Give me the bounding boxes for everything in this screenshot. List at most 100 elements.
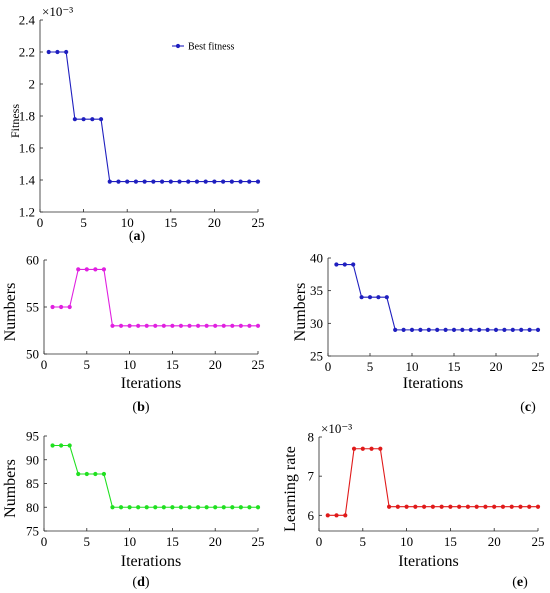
x-tick-label: 25 xyxy=(252,357,265,372)
data-point xyxy=(161,505,166,510)
data-point xyxy=(492,504,497,509)
x-tick-label: 5 xyxy=(84,357,91,372)
data-point xyxy=(186,179,191,184)
data-point xyxy=(360,446,365,451)
y-tick-label: 7 xyxy=(308,469,315,484)
data-point xyxy=(136,505,141,510)
data-point xyxy=(81,117,86,122)
data-point xyxy=(369,446,374,451)
data-point xyxy=(247,323,252,328)
legend-marker xyxy=(175,43,181,49)
data-point xyxy=(127,505,132,510)
data-point xyxy=(255,323,261,328)
data-point xyxy=(144,323,149,328)
y-tick-label: 90 xyxy=(26,452,39,467)
y-tick-label: 25 xyxy=(310,349,323,364)
x-tick-label: 20 xyxy=(209,357,222,372)
data-point xyxy=(465,504,471,509)
data-point xyxy=(426,327,431,332)
y-tick-label: 80 xyxy=(26,500,39,515)
data-point xyxy=(118,323,124,328)
data-point xyxy=(187,505,192,510)
data-point xyxy=(110,505,115,510)
data-point xyxy=(213,323,218,328)
data-point xyxy=(519,327,524,332)
y-axis-label: Numbers xyxy=(2,459,19,518)
chart-panel-a: 0 5 10 15 20 25 1.2 1.4 1.6 1.8 2 2.2 2.4 ×10⁻³ Fitnes… xyxy=(8,4,265,244)
y-tick-label: 2 xyxy=(29,77,36,92)
data-point xyxy=(168,179,173,184)
x-axis-label: Iterations xyxy=(121,553,181,570)
data-point xyxy=(247,505,252,510)
data-point xyxy=(413,504,418,509)
data-point xyxy=(509,504,514,509)
y-tick-label: 75 xyxy=(26,524,39,539)
data-point xyxy=(98,117,104,122)
data-point xyxy=(468,327,473,332)
data-point xyxy=(457,504,462,509)
data-point xyxy=(502,327,507,332)
data-point xyxy=(195,323,201,328)
data-point xyxy=(422,504,427,509)
panel-label: (a) xyxy=(129,229,146,244)
y-tick-label: 60 xyxy=(26,253,39,268)
data-point xyxy=(59,443,64,448)
data-point xyxy=(107,179,112,184)
data-point xyxy=(477,327,482,332)
data-point xyxy=(230,323,235,328)
data-point xyxy=(93,471,98,477)
data-point xyxy=(118,505,124,510)
data-point xyxy=(351,446,357,451)
data-point xyxy=(384,295,389,300)
x-tick-label: 5 xyxy=(360,534,367,549)
y-tick-label: 2.2 xyxy=(19,45,35,60)
x-axis-label: Iterations xyxy=(121,375,181,392)
data-point xyxy=(460,327,465,332)
data-point xyxy=(493,327,499,332)
x-tick-label: 0 xyxy=(325,359,332,374)
panel-label: (b) xyxy=(132,400,149,415)
panel-label: (e) xyxy=(512,575,528,590)
x-tick-label: 25 xyxy=(252,534,265,549)
data-point xyxy=(204,505,209,510)
x-tick-label: 0 xyxy=(41,534,48,549)
y-axis-label: Numbers xyxy=(292,283,309,342)
axis-exponent-label: ×10⁻³ xyxy=(321,421,352,436)
data-point xyxy=(178,323,184,328)
data-point xyxy=(518,504,523,509)
data-point xyxy=(76,267,81,272)
y-axis-label: Learning rate xyxy=(282,446,299,532)
x-tick-label: 0 xyxy=(41,357,48,372)
x-tick-label: 5 xyxy=(367,359,374,374)
data-point xyxy=(101,471,107,477)
data-point xyxy=(500,504,506,509)
data-point xyxy=(255,505,261,510)
y-tick-label: 95 xyxy=(26,429,39,444)
y-tick-label: 85 xyxy=(26,476,39,491)
data-point xyxy=(376,295,381,300)
data-point xyxy=(170,505,175,510)
data-point xyxy=(213,505,218,510)
data-point xyxy=(393,327,398,332)
data-point xyxy=(151,179,156,184)
y-axis-label: Fitness xyxy=(8,104,22,138)
data-point xyxy=(178,505,184,510)
data-point xyxy=(238,505,243,510)
data-point xyxy=(483,504,488,509)
y-tick-label: 8 xyxy=(308,430,315,445)
data-point xyxy=(84,267,89,272)
data-point xyxy=(203,179,208,184)
data-point xyxy=(229,179,234,184)
data-point xyxy=(64,49,69,55)
data-point xyxy=(451,327,457,332)
data-point xyxy=(334,513,339,518)
data-point xyxy=(386,504,392,509)
y-tick-label: 1.2 xyxy=(19,205,35,220)
chart-panel-b: 0 5 10 15 20 25 50 55 60 Numbers Iterations (b) xyxy=(2,253,265,416)
data-point xyxy=(342,262,347,267)
data-point xyxy=(194,179,200,184)
data-point xyxy=(221,323,226,328)
x-tick-label: 5 xyxy=(80,215,87,230)
chart-panel-d: 0 5 10 15 20 25 75 80 85 90 95 Numbers Iterations (d) xyxy=(2,429,265,591)
